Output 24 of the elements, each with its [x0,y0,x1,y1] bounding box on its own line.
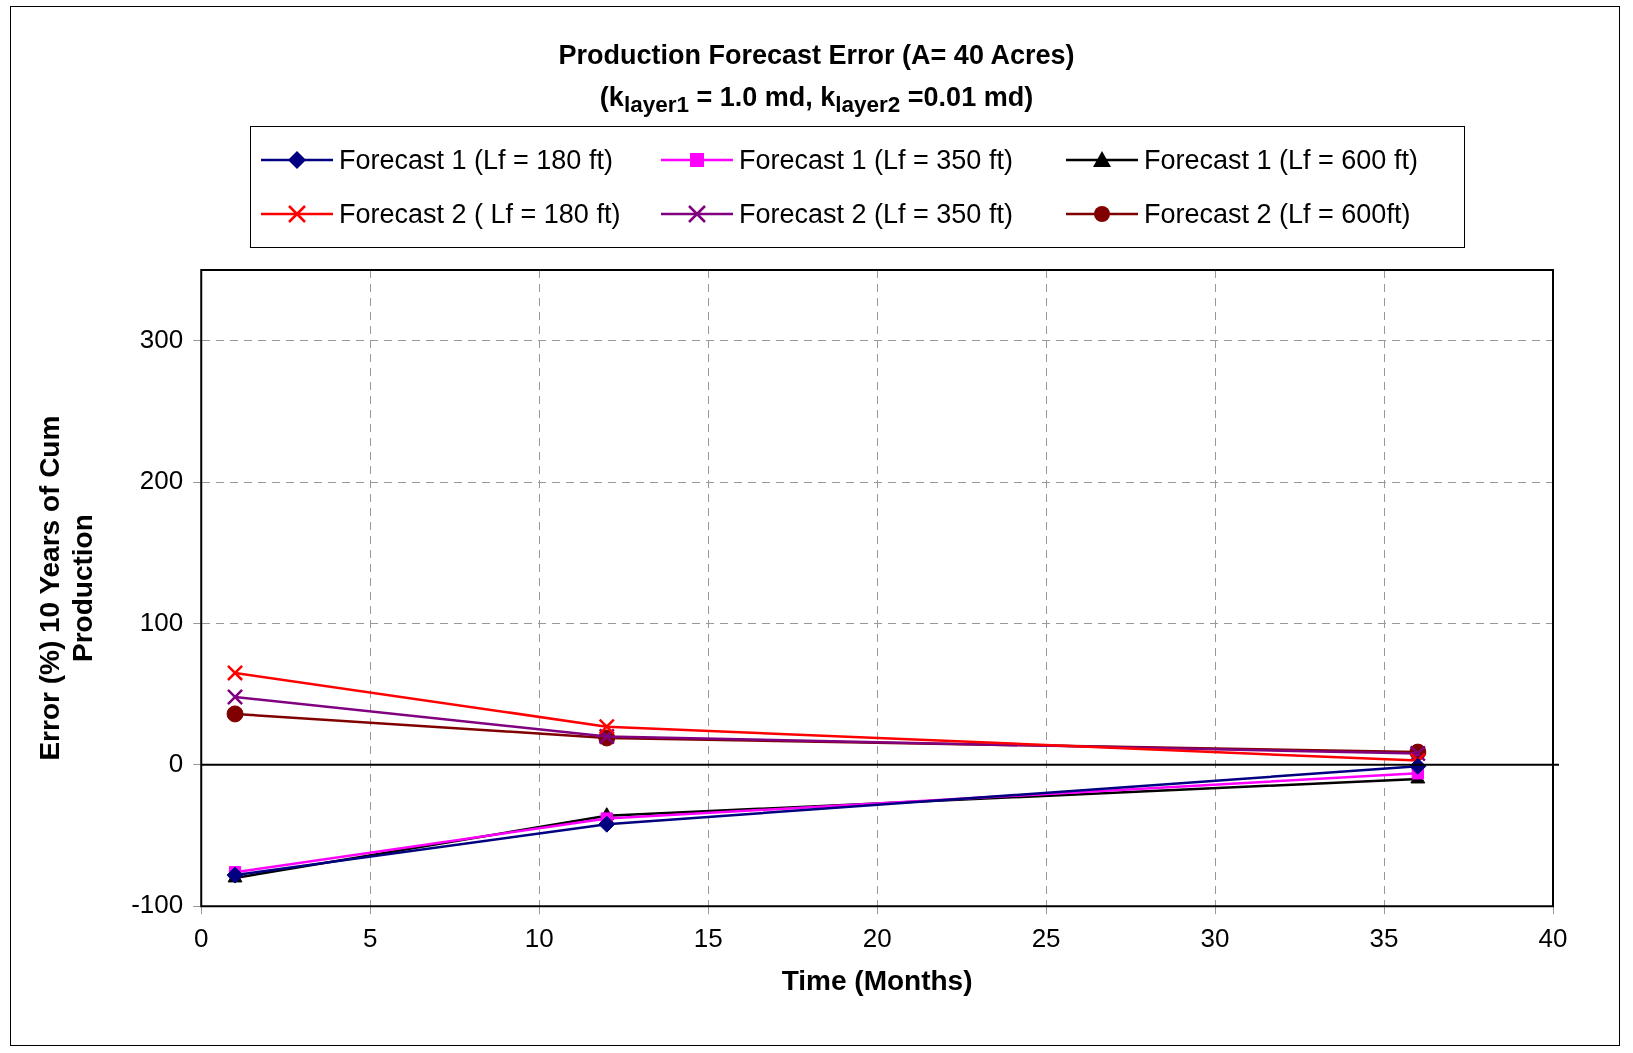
y-tick-label: 200 [139,465,184,496]
chart-title: Production Forecast Error (A= 40 Acres) [557,39,1076,72]
x-tick-label: 0 [194,922,209,953]
legend-label: Forecast 1 (Lf = 350 ft) [739,144,1013,176]
y-tick-label: 0 [168,747,184,778]
legend-label: Forecast 1 (Lf = 180 ft) [339,144,613,176]
legend-label: Forecast 2 ( Lf = 180 ft) [339,198,621,230]
x-tick-label: 30 [1200,922,1230,953]
x-tick-label: 35 [1369,922,1399,953]
y-tick-label: 300 [139,323,184,354]
y-tick-label: 100 [139,606,184,637]
x-tick-label: 40 [1538,922,1568,953]
x-tick-label: 5 [362,922,378,953]
x-tick-label: 20 [862,922,892,953]
x-tick-label: 25 [1031,922,1061,953]
x-tick-label: 10 [524,922,554,953]
x-axis-title: Time (Months) [781,964,973,996]
y-axis-title: Error (%) 10 Years of Cum Production [33,415,99,761]
x-tick-label: 15 [693,922,723,953]
legend-label: Forecast 2 (Lf = 350 ft) [739,198,1013,230]
chart-subtitle: (k$_{layer1}$ = 1.0 md, k$_{layer2}$ =0.01 md) [598,81,1035,120]
legend-label: Forecast 2 (Lf = 600ft) [1144,198,1411,230]
y-tick-label: -100 [131,889,184,920]
legend-label: Forecast 1 (Lf = 600 ft) [1144,144,1418,176]
